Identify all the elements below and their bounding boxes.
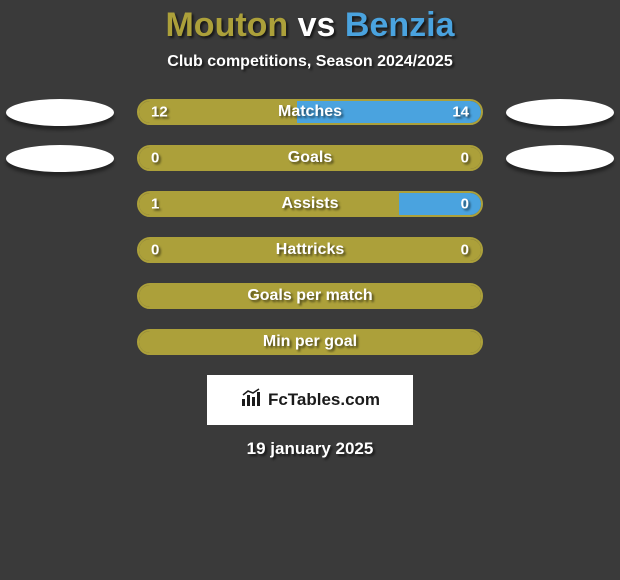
player2-marker [506, 99, 614, 126]
stat-row: Assists 1 0 [0, 191, 620, 217]
date-text: 19 january 2025 [0, 439, 620, 459]
stat-value-player1: 0 [151, 242, 159, 259]
stat-value-player1: 12 [151, 104, 168, 121]
subtitle: Club competitions, Season 2024/2025 [0, 53, 620, 71]
stat-bar: Goals per match [137, 283, 483, 309]
stat-value-player2: 14 [452, 104, 469, 121]
stat-row: Hattricks 0 0 [0, 237, 620, 263]
page-title: Mouton vs Benzia [0, 6, 620, 45]
bar-segment-player1 [139, 193, 399, 215]
stat-bar: Matches 12 14 [137, 99, 483, 125]
chart-icon [240, 388, 262, 413]
content: Mouton vs Benzia Club competitions, Seas… [0, 0, 620, 580]
stat-value-player1: 0 [151, 150, 159, 167]
badge-text: FcTables.com [268, 390, 380, 410]
stat-value-player2: 0 [461, 242, 469, 259]
stat-rows: Matches1214Goals00Assists10Hattricks00Go… [0, 99, 620, 355]
stat-bar: Goals 0 0 [137, 145, 483, 171]
stat-row: Matches 12 14 [0, 99, 620, 125]
stat-label: Assists [282, 195, 339, 213]
stat-value-player1: 1 [151, 196, 159, 213]
title-player2: Benzia [345, 6, 455, 44]
fctables-badge: FcTables.com [207, 375, 413, 425]
player1-marker [6, 99, 114, 126]
stat-label: Hattricks [276, 241, 344, 259]
player2-marker [506, 145, 614, 172]
stat-row: Goals per match [0, 283, 620, 309]
stat-row: Min per goal [0, 329, 620, 355]
title-player1: Mouton [165, 6, 288, 44]
stat-label: Min per goal [263, 333, 357, 351]
stat-bar: Assists 1 0 [137, 191, 483, 217]
player1-marker [6, 145, 114, 172]
stat-value-player2: 0 [461, 150, 469, 167]
stat-label: Goals [288, 149, 332, 167]
stat-bar: Min per goal [137, 329, 483, 355]
title-vs: vs [288, 6, 345, 44]
stat-label: Goals per match [247, 287, 372, 305]
stat-value-player2: 0 [461, 196, 469, 213]
stat-bar: Hattricks 0 0 [137, 237, 483, 263]
stat-row: Goals 0 0 [0, 145, 620, 171]
stat-label: Matches [278, 103, 342, 121]
